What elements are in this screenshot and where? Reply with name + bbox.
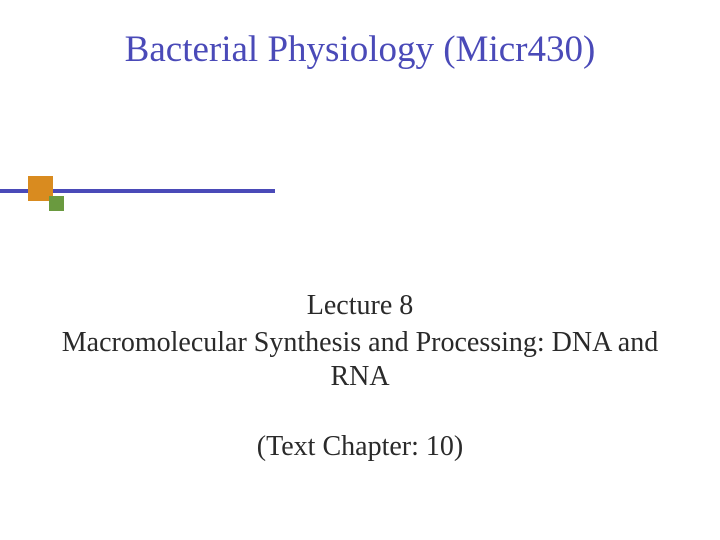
decorative-accent	[0, 189, 275, 214]
green-square-accent	[49, 196, 64, 211]
lecture-title: Macromolecular Synthesis and Processing:…	[60, 326, 660, 393]
chapter-reference: (Text Chapter: 10)	[60, 431, 660, 463]
slide-title: Bacterial Physiology (Micr430)	[0, 28, 720, 71]
slide-container: Bacterial Physiology (Micr430) Lecture 8…	[0, 0, 720, 540]
slide-body: Lecture 8 Macromolecular Synthesis and P…	[60, 290, 660, 463]
lecture-number: Lecture 8	[60, 290, 660, 322]
